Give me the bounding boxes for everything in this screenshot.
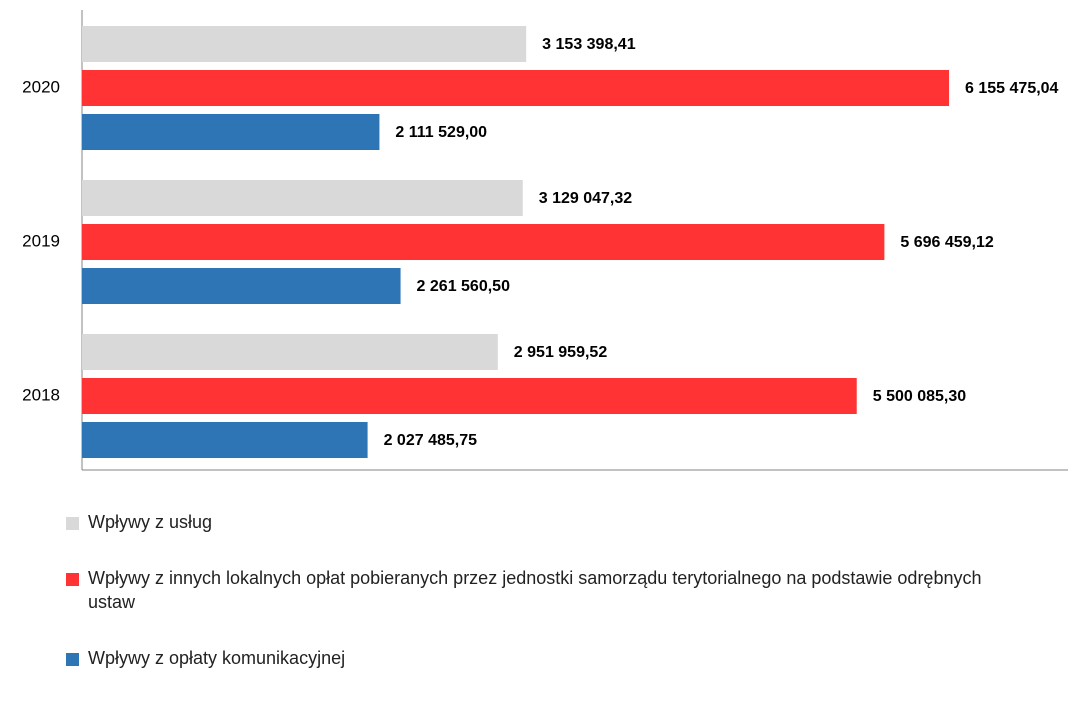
bar — [82, 268, 401, 304]
value-label: 3 153 398,41 — [542, 36, 636, 53]
legend-label: Wpływy z opłaty komunikacyjnej — [88, 648, 346, 668]
y-tick-label: 2019 — [22, 231, 60, 250]
legend-label: Wpływy z innych lokalnych opłat pobieran… — [88, 568, 982, 612]
value-label: 5 696 459,12 — [900, 234, 994, 251]
legend-item: Wpływy z opłaty komunikacyjnej — [66, 646, 1016, 670]
value-label: 2 951 959,52 — [514, 344, 608, 361]
bar — [82, 180, 523, 216]
legend-swatch — [66, 517, 79, 530]
legend-swatch — [66, 573, 79, 586]
value-label: 2 111 529,00 — [395, 124, 487, 141]
value-label: 6 155 475,04 — [965, 80, 1059, 97]
bar — [82, 224, 885, 260]
chart: 2020 3 153 398,41 6 155 475,04 2 111 529,00… — [22, 10, 1068, 471]
value-label: 3 129 047,32 — [539, 190, 633, 207]
legend-label: Wpływy z usług — [88, 512, 213, 532]
value-label: 5 500 085,30 — [873, 388, 967, 405]
legend-swatch — [66, 653, 79, 666]
bar — [82, 114, 380, 150]
bar — [82, 334, 498, 370]
legend: Wpływy z usług Wpływy z innych lokalnych … — [66, 510, 1016, 702]
value-label: 2 261 560,50 — [417, 278, 511, 295]
legend-item: Wpływy z usług — [66, 510, 1016, 534]
bar — [82, 378, 857, 414]
y-tick-label: 2018 — [22, 385, 60, 404]
value-label: 2 027 485,75 — [384, 432, 478, 449]
bar — [82, 70, 950, 106]
y-tick-label: 2020 — [22, 77, 60, 96]
bar — [82, 422, 368, 458]
bar — [82, 26, 527, 62]
legend-item: Wpływy z innych lokalnych opłat pobieran… — [66, 566, 1016, 614]
